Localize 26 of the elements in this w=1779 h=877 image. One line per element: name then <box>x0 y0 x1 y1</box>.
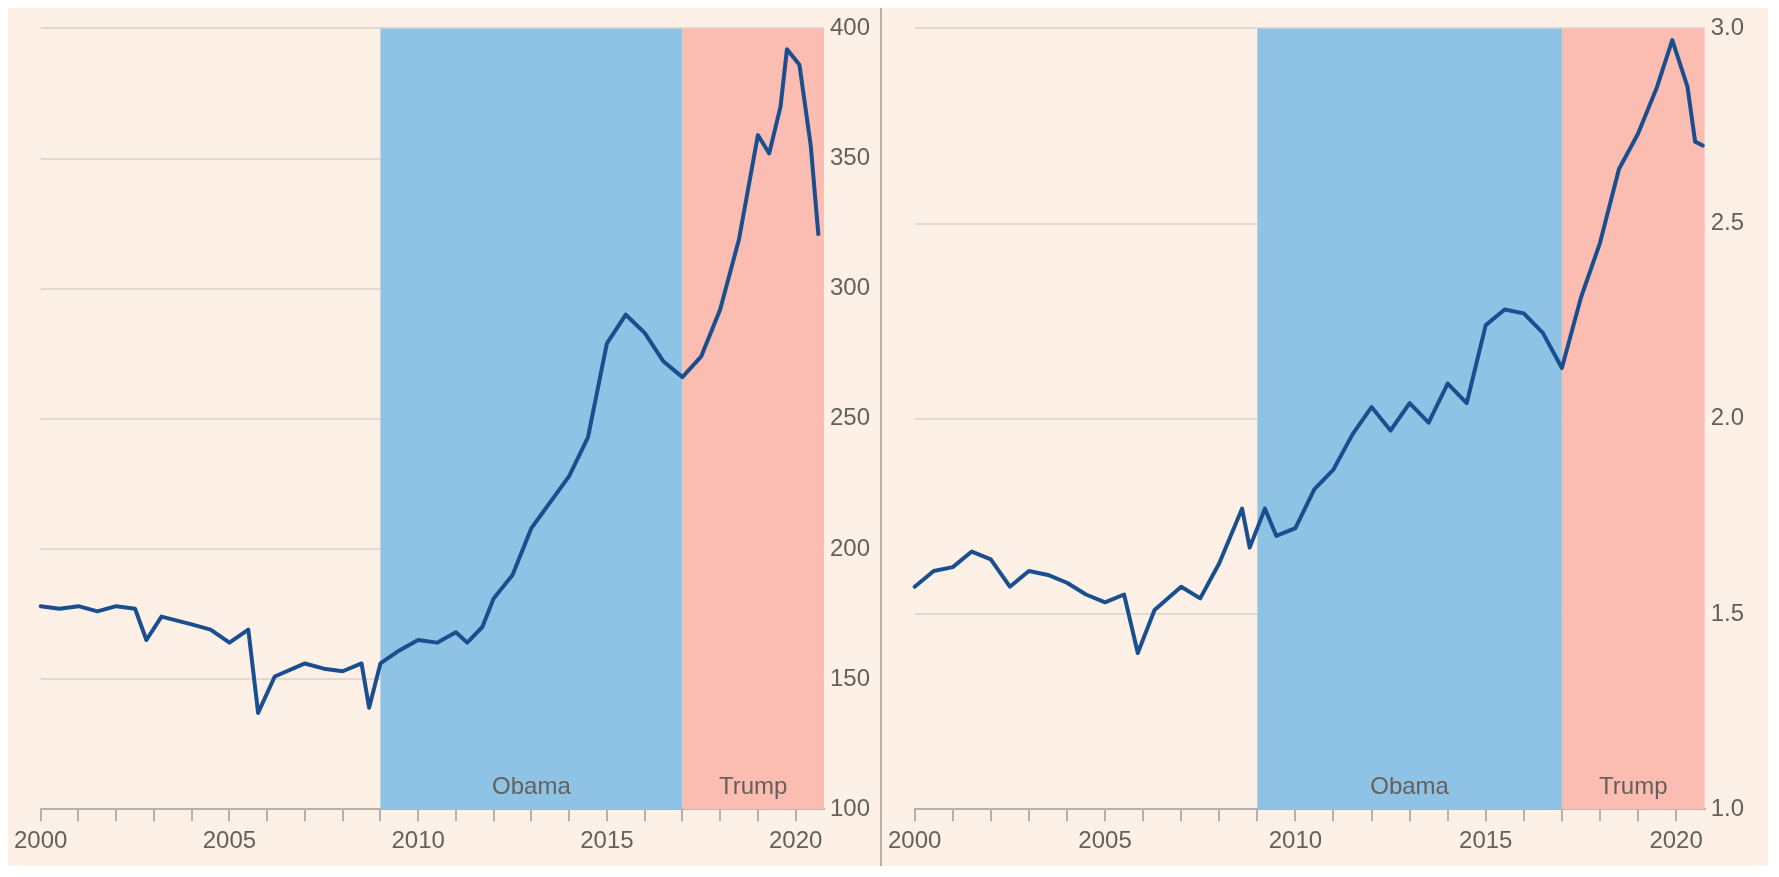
band-label: Obama <box>492 771 572 799</box>
y-tick-label: 100 <box>829 793 870 821</box>
x-tick-label: 2010 <box>1268 826 1323 854</box>
band-label: Obama <box>1370 771 1450 799</box>
y-tick-label: 150 <box>829 663 870 691</box>
band-label: Trump <box>718 771 788 799</box>
x-tick-label: 2010 <box>391 826 445 854</box>
x-tick-label: 2005 <box>202 826 257 854</box>
y-tick-label: 400 <box>829 13 870 41</box>
y-tick-label: 250 <box>829 403 870 431</box>
y-tick-label: 3.0 <box>1710 13 1745 41</box>
x-tick-label: 2015 <box>580 826 634 854</box>
y-tick-label: 2.0 <box>1710 403 1745 431</box>
y-tick-label: 2.5 <box>1710 208 1745 236</box>
y-tick-label: 1.5 <box>1710 598 1745 626</box>
y-tick-label: 1.0 <box>1710 793 1745 821</box>
x-tick-label: 2000 <box>14 826 68 854</box>
y-tick-label: 200 <box>829 533 870 561</box>
x-tick-label: 2020 <box>768 826 823 854</box>
band-label: Trump <box>1599 771 1668 799</box>
x-tick-label: 2005 <box>1078 826 1132 854</box>
y-tick-label: 300 <box>829 273 870 301</box>
y-tick-label: 350 <box>829 143 870 171</box>
x-tick-label: 2015 <box>1459 826 1513 854</box>
x-tick-label: 2000 <box>888 826 942 854</box>
x-tick-label: 2020 <box>1649 826 1703 854</box>
